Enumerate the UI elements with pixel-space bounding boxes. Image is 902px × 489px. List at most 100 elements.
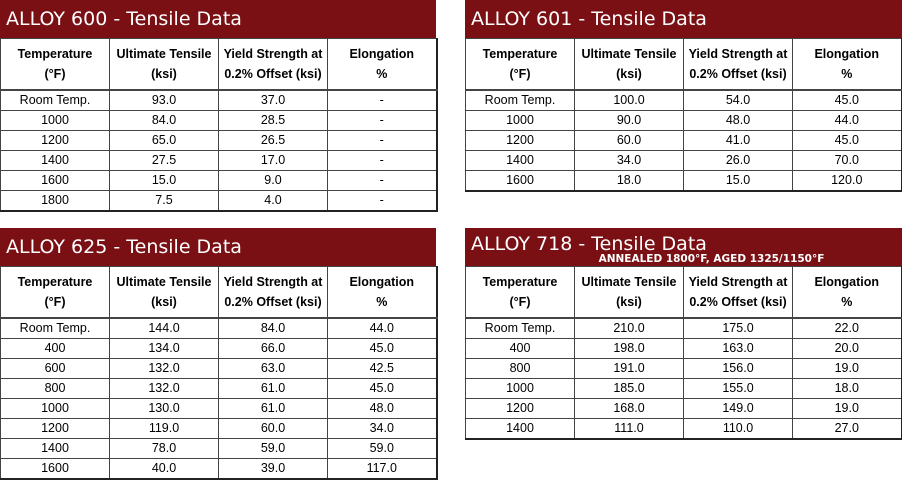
cell-ultimate-tensile: 65.0 bbox=[109, 130, 219, 151]
cell-ultimate-tensile: 7.5 bbox=[109, 190, 219, 212]
cell-ultimate-tensile: 185.0 bbox=[574, 378, 684, 399]
cell-temperature: 800 bbox=[465, 358, 575, 379]
table-row: 1600 40.0 39.0 117.0 bbox=[0, 458, 438, 480]
cell-temperature: 800 bbox=[0, 378, 110, 399]
cell-elongation: 120.0 bbox=[792, 170, 902, 192]
table-row: 1600 18.0 15.0 120.0 bbox=[465, 170, 902, 192]
alloy-601-panel: ALLOY 601 - Tensile Data Temperature (°F)… bbox=[465, 0, 902, 192]
cell-elongation: 45.0 bbox=[327, 378, 438, 399]
table-row: 1200 60.0 41.0 45.0 bbox=[465, 130, 902, 151]
cell-yield-strength: 41.0 bbox=[683, 130, 793, 151]
cell-yield-strength: 28.5 bbox=[218, 110, 328, 131]
table-row: 800 132.0 61.0 45.0 bbox=[0, 378, 438, 399]
alloy-600-panel: ALLOY 600 - Tensile Data Temperature (°F)… bbox=[0, 0, 438, 212]
cell-temperature: 1800 bbox=[0, 190, 110, 212]
cell-elongation: 44.0 bbox=[792, 110, 902, 131]
cell-ultimate-tensile: 40.0 bbox=[109, 458, 219, 480]
tensile-table: Temperature (°F) Ultimate Tensile (ksi) Yiel… bbox=[0, 266, 438, 480]
cell-yield-strength: 26.0 bbox=[683, 150, 793, 171]
cell-ultimate-tensile: 130.0 bbox=[109, 398, 219, 419]
table-row: 1200 168.0 149.0 19.0 bbox=[465, 398, 902, 419]
cell-elongation: 27.0 bbox=[792, 418, 902, 440]
tensile-table: Temperature (°F) Ultimate Tensile (ksi) Yiel… bbox=[465, 38, 902, 192]
cell-elongation: 117.0 bbox=[327, 458, 438, 480]
tensile-table: Temperature (°F) Ultimate Tensile (ksi) Yiel… bbox=[465, 266, 902, 440]
header-ultimate-tensile: Ultimate Tensile (ksi) bbox=[574, 38, 684, 91]
table-row: 800 191.0 156.0 19.0 bbox=[465, 358, 902, 379]
cell-yield-strength: 39.0 bbox=[218, 458, 328, 480]
table-row: 1400 27.5 17.0- bbox=[0, 150, 438, 171]
cell-yield-strength: 156.0 bbox=[683, 358, 793, 379]
table-header-row: Temperature (°F) Ultimate Tensile (ksi) Yiel… bbox=[465, 266, 902, 319]
table-header-row: Temperature (°F) Ultimate Tensile (ksi) Yiel… bbox=[465, 38, 902, 91]
cell-elongation: - bbox=[327, 110, 438, 131]
cell-yield-strength: 66.0 bbox=[218, 338, 328, 359]
header-elongation: Elongation% bbox=[327, 38, 438, 91]
panel-title-text: ALLOY 718 - Tensile Data bbox=[471, 233, 707, 255]
cell-ultimate-tensile: 27.5 bbox=[109, 150, 219, 171]
cell-yield-strength: 4.0 bbox=[218, 190, 328, 212]
table-row: Room Temp. 210.0 175.0 22.0 bbox=[465, 317, 902, 339]
header-line: (ksi) bbox=[151, 295, 177, 309]
cell-ultimate-tensile: 111.0 bbox=[574, 418, 684, 440]
table-row: Room Temp. 100.0 54.0 45.0 bbox=[465, 89, 902, 111]
cell-temperature: 1600 bbox=[0, 170, 110, 191]
cell-yield-strength: 60.0 bbox=[218, 418, 328, 439]
header-elongation: Elongation% bbox=[792, 38, 902, 91]
header-line: Ultimate Tensile bbox=[581, 47, 677, 61]
cell-elongation: 48.0 bbox=[327, 398, 438, 419]
cell-ultimate-tensile: 78.0 bbox=[109, 438, 219, 459]
cell-ultimate-tensile: 119.0 bbox=[109, 418, 219, 439]
cell-ultimate-tensile: 132.0 bbox=[109, 378, 219, 399]
header-line: 0.2% Offset (ksi) bbox=[689, 295, 787, 309]
cell-ultimate-tensile: 90.0 bbox=[574, 110, 684, 131]
table-row: 1000 185.0 155.0 18.0 bbox=[465, 378, 902, 399]
cell-yield-strength: 61.0 bbox=[218, 398, 328, 419]
header-line: (°F) bbox=[509, 295, 531, 309]
header-yield-strength: Yield Strength at 0.2% Offset (ksi) bbox=[683, 38, 793, 91]
cell-ultimate-tensile: 210.0 bbox=[574, 317, 684, 339]
header-line: Elongation bbox=[814, 47, 880, 61]
table-row: 1400 111.0 110.0 27.0 bbox=[465, 418, 902, 440]
cell-yield-strength: 63.0 bbox=[218, 358, 328, 379]
table-row: 1200 119.0 60.0 34.0 bbox=[0, 418, 438, 439]
table-row: 400 198.0 163.0 20.0 bbox=[465, 338, 902, 359]
cell-elongation: 22.0 bbox=[792, 317, 902, 339]
cell-temperature: 1200 bbox=[0, 418, 110, 439]
panel-title-text: ALLOY 601 - Tensile Data bbox=[471, 8, 707, 30]
cell-ultimate-tensile: 191.0 bbox=[574, 358, 684, 379]
cell-temperature: 400 bbox=[0, 338, 110, 359]
cell-temperature: 1400 bbox=[0, 438, 110, 459]
header-elongation: Elongation% bbox=[792, 266, 902, 319]
header-line: Temperature bbox=[482, 275, 558, 289]
header-line: (ksi) bbox=[151, 67, 177, 81]
cell-yield-strength: 84.0 bbox=[218, 317, 328, 339]
cell-elongation: 42.5 bbox=[327, 358, 438, 379]
cell-ultimate-tensile: 84.0 bbox=[109, 110, 219, 131]
header-line: Yield Strength at bbox=[223, 47, 323, 61]
cell-temperature: 1000 bbox=[0, 110, 110, 131]
cell-temperature: 1400 bbox=[465, 150, 575, 171]
table-row: 1600 15.0 9.0- bbox=[0, 170, 438, 191]
table-header-row: Temperature (°F) Ultimate Tensile (ksi) Yiel… bbox=[0, 266, 438, 319]
cell-temperature: 1600 bbox=[0, 458, 110, 480]
cell-yield-strength: 149.0 bbox=[683, 398, 793, 419]
header-line: % bbox=[376, 295, 388, 309]
header-yield-strength: Yield Strength at 0.2% Offset (ksi) bbox=[683, 266, 793, 319]
table-row: 1400 78.0 59.0 59.0 bbox=[0, 438, 438, 459]
cell-elongation: - bbox=[327, 89, 438, 111]
cell-yield-strength: 61.0 bbox=[218, 378, 328, 399]
cell-elongation: 59.0 bbox=[327, 438, 438, 459]
table-row: 1200 65.0 26.5- bbox=[0, 130, 438, 151]
header-ultimate-tensile: Ultimate Tensile (ksi) bbox=[574, 266, 684, 319]
panel-title-text: ALLOY 600 - Tensile Data bbox=[6, 8, 242, 30]
cell-yield-strength: 163.0 bbox=[683, 338, 793, 359]
cell-temperature: 1400 bbox=[0, 150, 110, 171]
cell-temperature: 1400 bbox=[465, 418, 575, 440]
header-line: Ultimate Tensile bbox=[116, 47, 212, 61]
table-row: Room Temp. 93.0 37.0- bbox=[0, 89, 438, 111]
header-temperature: Temperature (°F) bbox=[0, 266, 110, 319]
cell-elongation: 34.0 bbox=[327, 418, 438, 439]
cell-temperature: 1200 bbox=[465, 130, 575, 151]
table-row: 1400 34.0 26.0 70.0 bbox=[465, 150, 902, 171]
